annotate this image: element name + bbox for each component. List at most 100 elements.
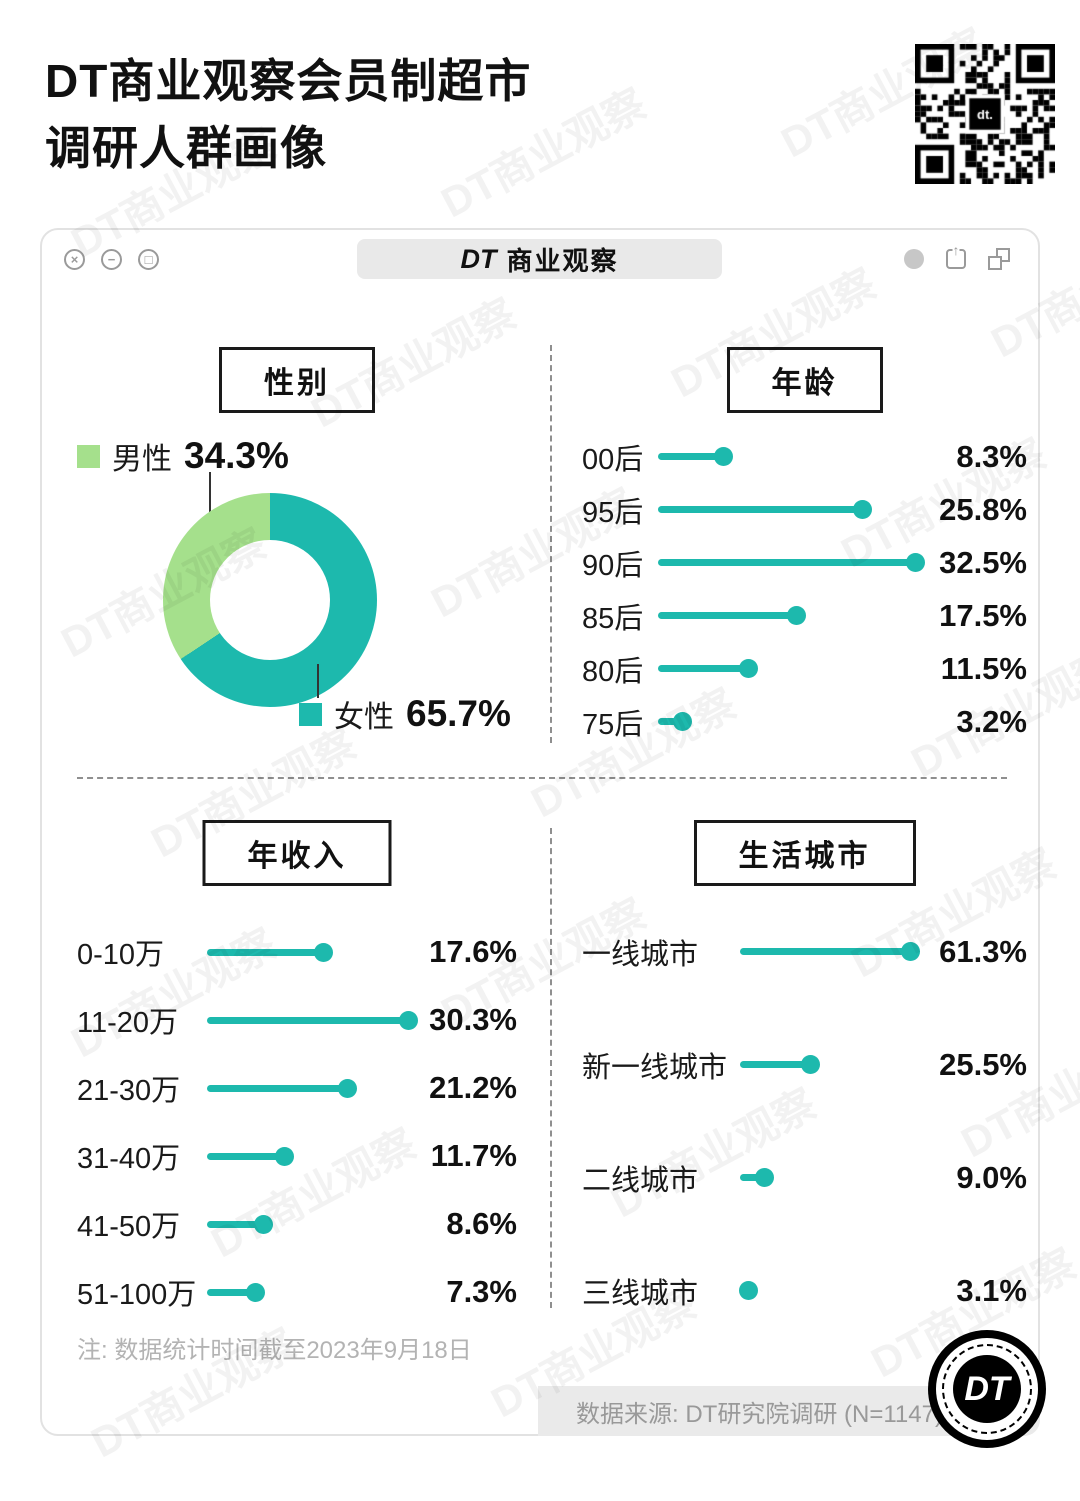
chart-row: 21-30万 21.2% (77, 1054, 517, 1122)
lollipop-track (207, 1078, 409, 1098)
value-label: 32.5% (939, 544, 1027, 580)
share-icon[interactable]: ↑ (946, 242, 966, 269)
category-label: 11-20万 (77, 1007, 179, 1039)
value-label: 30.3% (429, 1002, 517, 1037)
lollipop-track (207, 1146, 409, 1166)
horizontal-dashed-divider (77, 777, 1007, 779)
lollipop-line (740, 948, 911, 955)
value-label: 11.7% (430, 1138, 517, 1173)
value-label: 3.2% (956, 703, 1027, 739)
lollipop-dot (901, 942, 920, 961)
lollipop-dot (906, 553, 925, 572)
chart-row: 三线城市 3.1% (582, 1234, 1027, 1347)
lollipop-line (658, 612, 797, 619)
page-title: DT商业观察会员制超市 调研人群画像 (45, 48, 531, 181)
lollipop-line (207, 948, 325, 956)
lollipop-line (658, 559, 916, 566)
minimize-icon[interactable]: − (101, 249, 122, 270)
lollipop-dot (801, 1055, 821, 1074)
lollipop-track (738, 1281, 911, 1300)
category-label: 95后 (582, 496, 644, 529)
lollipop-line (658, 665, 750, 672)
data-cutoff-note: 注: 数据统计时间截至2023年9月18日 (77, 1337, 472, 1364)
section-title-city: 生活城市 (693, 820, 916, 886)
dt-logo-badge: DT (928, 1330, 1046, 1448)
male-leader-line (209, 472, 211, 518)
chart-row: 11-20万 30.3% (77, 986, 517, 1054)
section-title-age: 年龄 (726, 347, 883, 413)
lollipop-dot (399, 1010, 418, 1030)
lollipop-dot (673, 712, 693, 731)
chart-row: 一线城市 61.3% (582, 895, 1027, 1008)
lollipop-dot (738, 1281, 758, 1300)
value-label: 25.8% (939, 491, 1027, 527)
income-chart: 0-10万 17.6% 11-20万 30.3% 21-30万 21.2% 31-40万 11… (77, 918, 517, 1326)
section-title-gender: 性别 (219, 347, 375, 413)
lollipop-track (207, 1282, 409, 1302)
category-label: 00后 (582, 443, 644, 476)
chart-row: 90后 32.5% (582, 536, 1027, 589)
lollipop-track (740, 1055, 911, 1074)
window-controls-right: ↑ (904, 242, 1010, 270)
maximize-icon[interactable]: □ (138, 249, 159, 270)
chart-row: 31-40万 11.7% (77, 1122, 517, 1190)
lollipop-track (658, 712, 916, 731)
value-label: 3.1% (956, 1272, 1027, 1308)
lollipop-track (207, 1010, 418, 1030)
lollipop-dot (245, 1282, 265, 1302)
vertical-dashed-divider-bottom (550, 828, 552, 1308)
gender-section: 性别 男性 34.3% 女性 65.7% (77, 342, 517, 757)
lollipop-dot (254, 1214, 274, 1234)
category-label: 80后 (582, 655, 644, 688)
page-title-line2: 调研人群画像 (45, 121, 327, 174)
lollipop-track (658, 606, 916, 625)
legend-male: 男性 34.3% (77, 434, 289, 478)
category-label: 41-50万 (77, 1211, 181, 1243)
window-title-pill: DT 商业观察 (357, 239, 722, 279)
section-title-income: 年收入 (202, 820, 392, 886)
category-label: 0-10万 (77, 939, 165, 971)
account-icon[interactable] (904, 249, 924, 269)
lollipop-dot (786, 606, 806, 625)
close-icon[interactable]: × (64, 249, 85, 270)
value-label: 17.6% (429, 934, 517, 969)
donut-hole (210, 540, 330, 660)
value-label: 25.5% (939, 1046, 1027, 1082)
vertical-dashed-divider-top (550, 345, 552, 743)
lollipop-dot (314, 942, 334, 962)
windows-icon[interactable] (988, 248, 1010, 270)
city-chart: 一线城市 61.3% 新一线城市 25.5% 二线城市 9.0% 三线城市 3.1% (582, 895, 1027, 1347)
category-label: 二线城市 (582, 1164, 699, 1197)
category-label: 一线城市 (582, 938, 699, 971)
data-source-text: 数据来源: DT研究院调研 (N=1147) (576, 1400, 943, 1428)
category-label: 21-30万 (77, 1075, 181, 1107)
lollipop-track (658, 447, 916, 466)
lollipop-line (658, 506, 863, 513)
lollipop-line (740, 1061, 812, 1068)
category-label: 85后 (582, 602, 644, 635)
lollipop-line (207, 1152, 285, 1160)
lollipop-line (207, 1288, 256, 1296)
age-chart: 00后 8.3% 95后 25.8% 90后 32.5% 85后 17.5% 80后 11.5% 7… (582, 430, 1027, 748)
lollipop-line (740, 1174, 766, 1181)
lollipop-track (207, 1214, 409, 1234)
lollipop-line (207, 1084, 349, 1092)
male-label: 男性 (112, 443, 172, 476)
category-label: 90后 (582, 549, 644, 582)
dt-logo-dashed-ring (942, 1344, 1032, 1434)
lollipop-track (658, 553, 925, 572)
lollipop-track (207, 942, 409, 962)
value-label: 8.6% (446, 1206, 517, 1241)
value-label: 21.2% (429, 1070, 517, 1105)
category-label: 新一线城市 (582, 1051, 728, 1084)
lollipop-track (658, 659, 916, 678)
lollipop-track (740, 942, 920, 961)
lollipop-dot (713, 447, 733, 466)
income-section: 年收入 0-10万 17.6% 11-20万 30.3% 21-30万 21.2% 31-4… (77, 815, 517, 1315)
lollipop-dot (755, 1168, 775, 1187)
female-swatch (299, 702, 322, 726)
female-label: 女性 (334, 701, 394, 734)
value-label: 8.3% (956, 438, 1027, 474)
female-leader-line (317, 664, 319, 698)
